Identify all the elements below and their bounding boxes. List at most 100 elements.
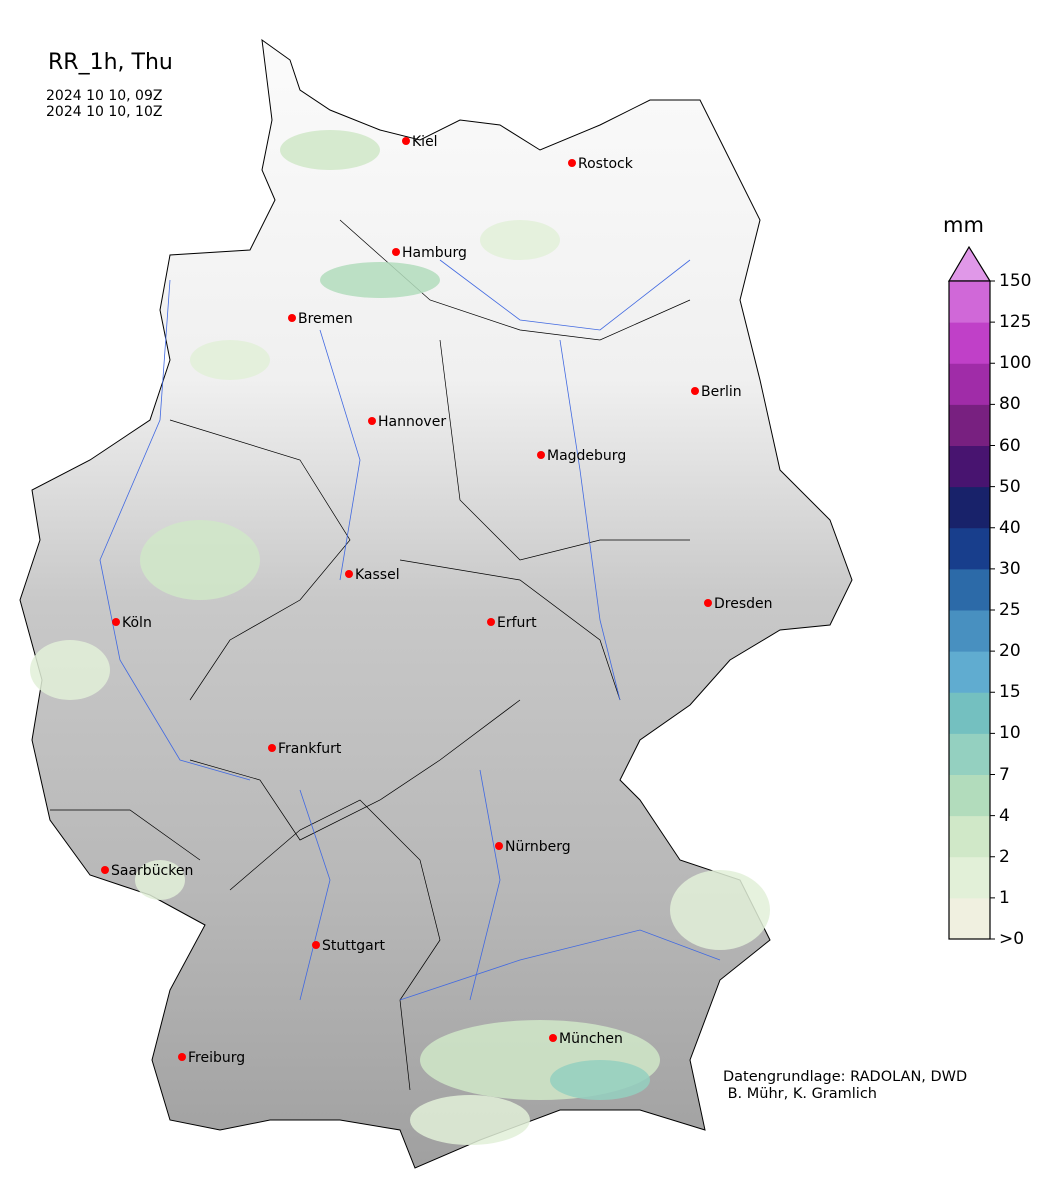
colorbar: [947, 245, 995, 940]
colorbar-tick-label: 40: [999, 517, 1021, 538]
state-border: [439, 339, 690, 561]
rivers: [99, 259, 721, 1001]
colorbar-bin: [949, 651, 990, 693]
data-credit: Datengrundlage: RADOLAN, DWD B. Mühr, K.…: [723, 1069, 968, 1102]
city-label: Hamburg: [402, 245, 467, 261]
city-markers: Kiel Rostock Hamburg Bremen Berlin Hannover Ma…: [101, 134, 773, 1066]
city-label: München: [559, 1031, 623, 1047]
colorbar-bin: [949, 404, 990, 446]
city-marker: [704, 599, 712, 607]
city-marker: [368, 417, 376, 425]
colorbar-bin: [949, 856, 990, 899]
colorbar-tick-label: 20: [999, 641, 1021, 662]
colorbar-tick-label: 80: [999, 394, 1021, 415]
colorbar-bin: [949, 322, 990, 364]
colorbar-bin: [949, 733, 990, 775]
river: [399, 929, 721, 1001]
colorbar-bin: [949, 363, 990, 405]
city-label: Dresden: [714, 596, 773, 612]
precip-area: [30, 640, 110, 700]
city-label: Frankfurt: [278, 741, 342, 757]
colorbar-tick-label: 7: [999, 764, 1010, 785]
river: [439, 259, 691, 331]
colorbar-tick-label: 15: [999, 682, 1021, 703]
city-label: Stuttgart: [322, 938, 385, 954]
precip-area: [320, 262, 440, 298]
colorbar-tick-label: 2: [999, 846, 1010, 867]
city-marker: [537, 451, 545, 459]
city-marker: [392, 248, 400, 256]
city-marker: [487, 618, 495, 626]
city-label: Nürnberg: [505, 839, 571, 855]
state-border: [50, 809, 201, 861]
colorbar-tick-label: 150: [999, 271, 1032, 291]
precip-area: [190, 340, 270, 380]
colorbar-bin: [949, 692, 990, 734]
colorbar-tick-label: 100: [999, 353, 1032, 374]
colorbar-tick-label: 60: [999, 435, 1021, 456]
map-title: RR_1h, Thu: [48, 50, 173, 75]
precip-area: [135, 860, 185, 900]
city-label: Kassel: [355, 567, 400, 583]
city-label: Rostock: [578, 156, 634, 172]
state-border: [399, 559, 621, 701]
river: [559, 339, 621, 701]
city-marker: [345, 570, 353, 578]
germany-outline: [19, 38, 853, 1169]
city-label: Saarbücken: [111, 863, 193, 879]
city-marker: [178, 1053, 186, 1061]
river: [299, 789, 331, 1001]
colorbar-bin: [949, 610, 990, 652]
city-marker: [568, 159, 576, 167]
colorbar-tick-label: 1: [999, 887, 1010, 908]
precip-areas: [30, 130, 770, 1145]
colorbar-bin: [949, 815, 990, 858]
city-marker: [495, 842, 503, 850]
colorbar-bin: [949, 568, 990, 611]
period-end: 2024 10 10, 10Z: [46, 104, 163, 120]
city-marker: [101, 866, 109, 874]
city-marker: [112, 618, 120, 626]
colorbar-tick-label: 50: [999, 476, 1021, 497]
country-border: [19, 38, 853, 1169]
state-border: [189, 699, 521, 841]
state-border: [169, 419, 351, 701]
city-label: Berlin: [701, 384, 742, 400]
city-marker: [402, 137, 410, 145]
city-label: Hannover: [378, 414, 446, 430]
period-start: 2024 10 10, 09Z: [46, 88, 163, 104]
city-marker: [312, 941, 320, 949]
city-label: Kiel: [412, 134, 438, 150]
precip-area: [670, 870, 770, 950]
river: [469, 769, 501, 1001]
city-label: Freiburg: [188, 1050, 245, 1066]
city-label: Bremen: [298, 311, 353, 327]
colorbar-tick-label: 4: [999, 805, 1010, 826]
colorbar-tick-label: 25: [999, 600, 1021, 620]
city-label: Magdeburg: [547, 448, 626, 464]
colorbar-bin: [949, 774, 990, 817]
colorbar-unit: mm: [943, 213, 984, 237]
colorbar-tick-label: >0: [999, 929, 1025, 949]
colorbar-bin: [949, 897, 990, 940]
city-label: Erfurt: [497, 615, 537, 631]
city-label: Köln: [122, 615, 152, 631]
colorbar-tick-label: 30: [999, 558, 1021, 579]
city-marker: [691, 387, 699, 395]
colorbar-tick-label: 125: [999, 312, 1032, 333]
river: [99, 279, 251, 781]
colorbar-bin: [949, 527, 990, 570]
colorbar-bin: [949, 486, 990, 529]
precip-area: [280, 130, 380, 170]
river: [319, 329, 361, 581]
colorbar-tick-label: 10: [999, 723, 1021, 744]
precip-area: [410, 1095, 530, 1145]
precip-area: [550, 1060, 650, 1100]
precip-area: [480, 220, 560, 260]
precip-area: [140, 520, 260, 600]
city-marker: [549, 1034, 557, 1042]
city-marker: [268, 744, 276, 752]
colorbar-bin: [949, 445, 990, 488]
colorbar-extend: [947, 245, 992, 282]
